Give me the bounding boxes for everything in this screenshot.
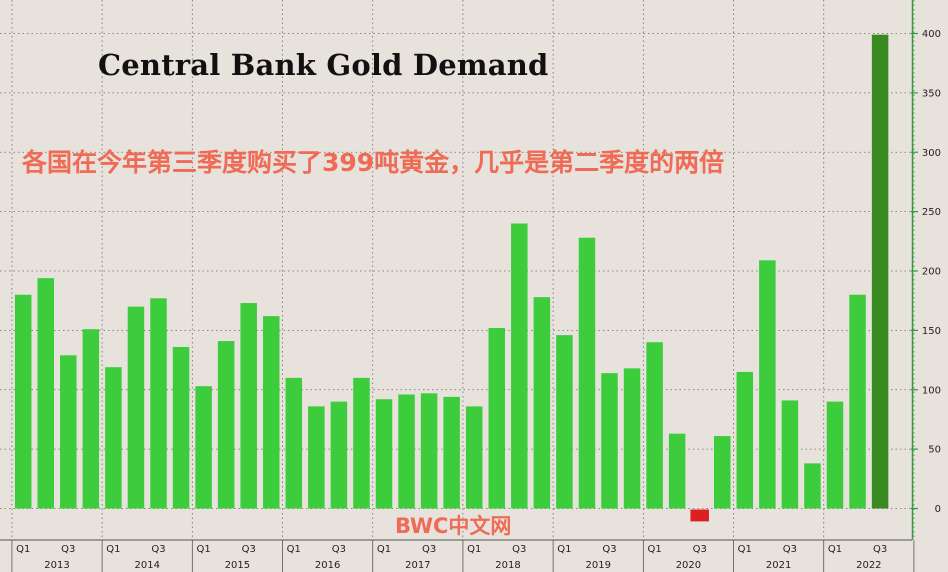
x-year-label: 2020	[676, 560, 701, 571]
bar	[533, 297, 551, 509]
bar	[37, 278, 54, 509]
y-tick-label: 400	[922, 29, 941, 40]
x-tick-label: Q3	[783, 544, 797, 555]
x-year-label: 2021	[766, 560, 791, 571]
bar	[804, 463, 821, 509]
bar	[217, 341, 235, 509]
y-tick-label: 350	[922, 88, 941, 99]
bar	[14, 294, 32, 509]
x-year-label: 2015	[225, 560, 250, 571]
y-tick-label: 250	[922, 207, 941, 218]
bar	[646, 342, 663, 509]
bar	[871, 34, 889, 509]
x-tick-label: Q1	[828, 544, 842, 555]
x-year-label: 2019	[585, 560, 610, 571]
bar	[556, 335, 573, 509]
x-tick-label: Q1	[16, 544, 30, 555]
bar	[849, 294, 866, 509]
watermark: BWC中文网	[395, 514, 512, 538]
chart-subtitle: 各国在今年第三季度购买了399吨黄金，几乎是第二季度的两倍	[22, 148, 725, 177]
bar	[240, 303, 257, 509]
x-tick-label: Q1	[557, 544, 571, 555]
x-tick-label: Q3	[873, 544, 887, 555]
y-tick-label: 100	[922, 385, 941, 396]
bar	[714, 436, 731, 509]
bar	[601, 373, 618, 509]
bar	[736, 371, 754, 509]
x-year-label: 2022	[856, 560, 881, 571]
bar	[82, 329, 100, 509]
bar	[285, 377, 303, 509]
bar	[308, 406, 325, 509]
bar	[330, 401, 348, 509]
y-tick-label: 300	[922, 148, 941, 159]
bar	[578, 237, 596, 509]
x-tick-label: Q1	[467, 544, 481, 555]
chart-title: Central Bank Gold Demand	[98, 48, 549, 82]
x-tick-label: Q3	[422, 544, 436, 555]
x-tick-label: Q3	[242, 544, 256, 555]
x-tick-label: Q1	[287, 544, 301, 555]
y-tick-label: 150	[922, 326, 941, 337]
x-year-label: 2013	[44, 560, 69, 571]
bar	[759, 260, 776, 509]
x-tick-label: Q3	[693, 544, 707, 555]
x-tick-label: Q3	[512, 544, 526, 555]
x-tick-label: Q3	[602, 544, 616, 555]
bar	[353, 377, 370, 509]
bar	[443, 396, 460, 509]
x-tick-label: Q1	[647, 544, 661, 555]
bar	[781, 400, 799, 509]
bar	[623, 368, 641, 509]
x-year-label: 2018	[495, 560, 520, 571]
x-tick-label: Q3	[332, 544, 346, 555]
bar	[690, 509, 709, 522]
bar	[488, 328, 505, 509]
x-year-label: 2016	[315, 560, 340, 571]
y-tick-label: 200	[922, 267, 941, 278]
bar	[127, 306, 145, 509]
bar	[150, 298, 167, 509]
x-tick-label: Q3	[61, 544, 75, 555]
bar	[172, 347, 190, 509]
x-tick-label: Q1	[738, 544, 752, 555]
x-tick-label: Q1	[196, 544, 210, 555]
bar	[420, 393, 438, 509]
x-tick-label: Q1	[106, 544, 120, 555]
bar	[398, 394, 415, 509]
bar	[826, 401, 844, 509]
bar	[195, 386, 212, 509]
bar	[263, 316, 280, 509]
x-year-label: 2014	[134, 560, 159, 571]
bar	[375, 399, 393, 509]
bar	[465, 406, 483, 509]
bar	[668, 433, 686, 509]
x-tick-label: Q3	[151, 544, 165, 555]
x-year-label: 2017	[405, 560, 430, 571]
y-tick-label: 50	[928, 445, 941, 456]
y-tick-label: 0	[935, 504, 941, 515]
bar	[511, 223, 528, 509]
bar	[105, 367, 122, 509]
bar	[60, 355, 77, 509]
x-tick-label: Q1	[377, 544, 391, 555]
